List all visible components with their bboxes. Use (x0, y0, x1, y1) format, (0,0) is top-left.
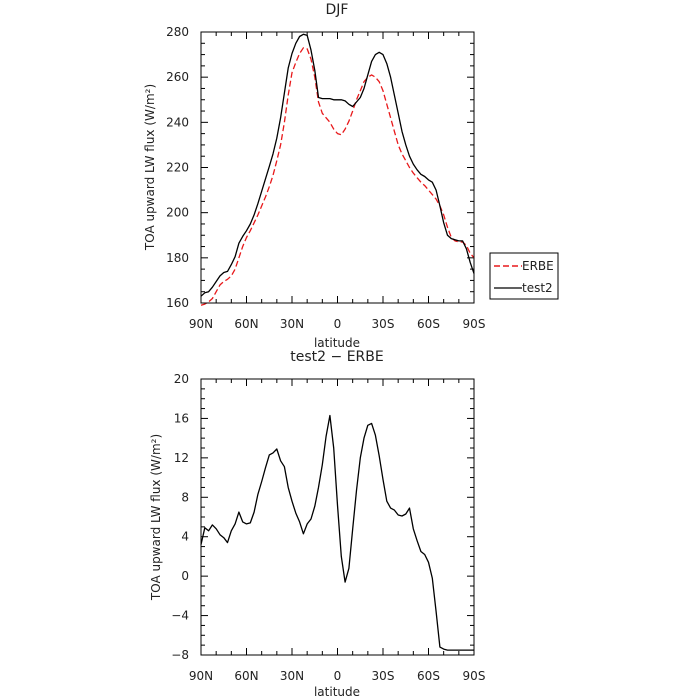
x-tick-label: 60N (234, 317, 258, 331)
top-x-axis-label: latitude (314, 336, 360, 350)
y-tick-label: 0 (181, 569, 189, 583)
top-series (200, 33, 475, 306)
legend-box (489, 252, 559, 300)
bottom-x-tick-labels: 90N 60N 30N 0 30S 60S 90S (189, 669, 486, 683)
top-ticks (200, 31, 475, 304)
y-tick-label: 20 (174, 372, 189, 386)
top-x-tick-labels: 90N 60N 30N 0 30S 60S 90S (189, 317, 486, 331)
x-tick-label: 90S (463, 669, 486, 683)
x-tick-label: 0 (334, 669, 342, 683)
legend-label-erbe: ERBE (522, 259, 554, 273)
y-tick-label: 4 (181, 530, 189, 544)
bottom-chart-title: test2 − ERBE (290, 349, 383, 365)
series-line-erbe (200, 47, 475, 306)
y-tick-label: 8 (181, 490, 189, 504)
y-tick-label: 160 (166, 296, 189, 310)
x-tick-label: 60S (417, 669, 440, 683)
bottom-y-tick-labels: −8 −4 0 4 8 12 16 20 (171, 372, 189, 662)
bottom-y-axis-label: TOA upward LW flux (W/m²) (149, 434, 163, 601)
y-tick-label: −8 (171, 648, 189, 662)
x-tick-label: 30N (280, 669, 304, 683)
series-line-test2 (200, 33, 475, 297)
y-tick-label: 12 (174, 451, 189, 465)
x-tick-label: 90N (189, 669, 213, 683)
x-tick-label: 60S (417, 317, 440, 331)
x-tick-label: 30S (372, 669, 395, 683)
top-y-tick-labels: 160 180 200 220 240 260 280 (166, 25, 189, 310)
y-tick-label: 280 (166, 25, 189, 39)
top-plot-frame (200, 31, 475, 304)
y-tick-label: 180 (166, 251, 189, 265)
bottom-x-axis-label: latitude (314, 685, 360, 699)
x-tick-label: 30S (372, 317, 395, 331)
legend-label-test2: test2 (522, 281, 553, 295)
x-tick-label: 30N (280, 317, 304, 331)
bottom-series (200, 414, 474, 651)
y-tick-label: 240 (166, 115, 189, 129)
y-tick-label: 16 (174, 411, 189, 425)
bottom-ticks (200, 378, 475, 656)
top-chart-title: DJF (326, 2, 349, 18)
x-tick-label: 0 (334, 317, 342, 331)
y-tick-label: 200 (166, 206, 189, 220)
top-y-axis-label: TOA upward LW flux (W/m²) (143, 84, 157, 251)
x-tick-label: 90N (189, 317, 213, 331)
x-tick-label: 90S (463, 317, 486, 331)
difference-panel: test2 − ERBE 90N 60N 30N 0 30S 60S 90S −8 −4 0 4 8… (149, 349, 485, 699)
bottom-plot-frame (200, 378, 475, 656)
series-line-difference (200, 414, 474, 651)
y-tick-label: 220 (166, 161, 189, 175)
x-tick-label: 60N (234, 669, 258, 683)
legend: ERBE test2 (489, 252, 559, 300)
djf-flux-panel: DJF 90N 60N 30N 0 30S 60S 90S 160 180 200 220 240 2… (143, 2, 559, 350)
y-tick-label: 260 (166, 70, 189, 84)
y-tick-label: −4 (171, 609, 189, 623)
